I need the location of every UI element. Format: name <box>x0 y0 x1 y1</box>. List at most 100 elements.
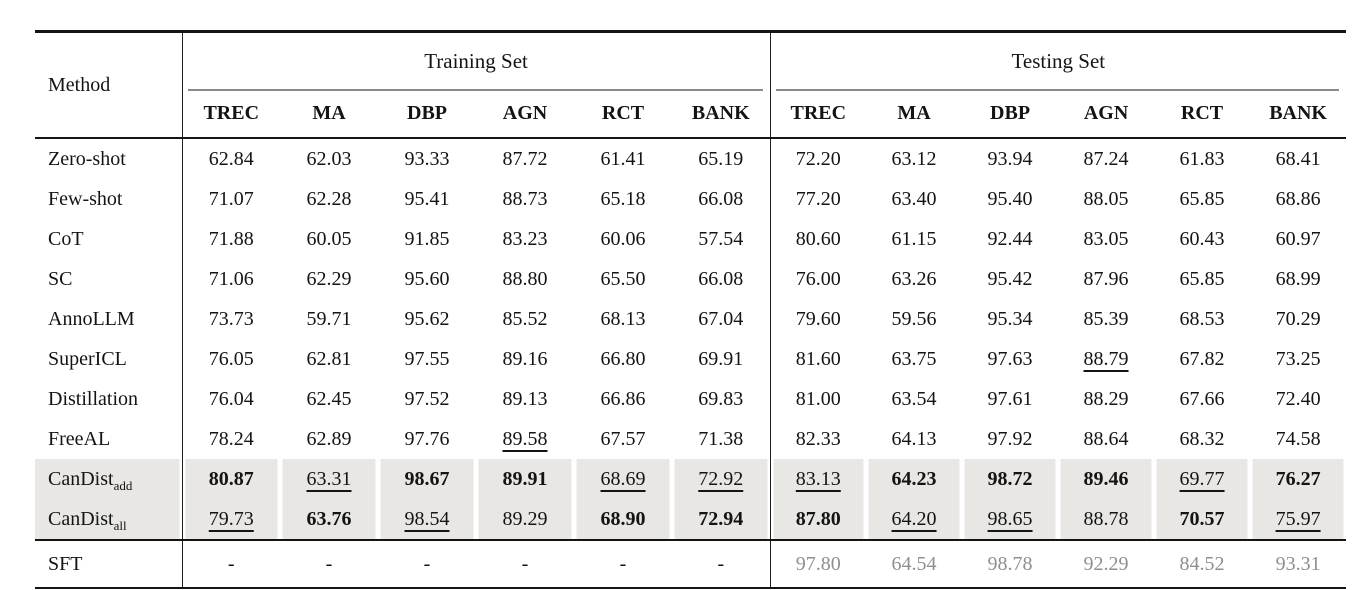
test-value-cell: 76.00 <box>769 259 867 299</box>
table-row: SFT - - - - - -97.80 64.54 98.78 92.29 84.52 93.31 <box>35 539 1347 588</box>
table-row: AnnoLLM 73.73 59.71 95.62 85.52 68.13 67.04 79.… <box>35 299 1346 339</box>
method-column-header: Method <box>48 73 111 96</box>
train-value-cell: - <box>280 539 378 588</box>
train-value-cell: 71.88 <box>181 219 280 259</box>
group-header-row: Method Training Set Testing Set <box>35 31 1347 96</box>
table-row: SuperICL 76.05 62.81 97.55 89.16 66.80 69.91 81… <box>35 339 1346 379</box>
test-value-cell: 95.42 <box>987 267 1033 290</box>
train-col-header-agn: AGN <box>502 102 548 124</box>
test-value-cell: 97.63 <box>987 347 1033 370</box>
test-value-cell: 63.26 <box>891 267 937 290</box>
train-value-cell: 89.16 <box>502 347 548 370</box>
train-value-cell: 66.08 <box>698 267 744 290</box>
test-value-cell: 88.29 <box>1083 387 1129 410</box>
train-value-cell: 76.04 <box>181 379 280 419</box>
test-value-cell: 92.44 <box>987 227 1033 250</box>
train-col-header-ma: MA <box>312 102 346 124</box>
test-value-cell: 88.79 <box>1083 347 1129 370</box>
test-value-cell: 83.05 <box>1083 227 1129 250</box>
test-value-cell: 88.64 <box>1083 427 1129 450</box>
test-value-cell: 64.13 <box>891 427 937 450</box>
train-col-header-rct: RCT <box>601 102 645 124</box>
test-value-cell: 68.99 <box>1275 267 1321 290</box>
test-value-cell: 63.40 <box>891 187 937 210</box>
test-value-cell: 72.20 <box>769 138 867 179</box>
test-col-header-bank: BANK <box>1269 102 1327 124</box>
table-body: Zero-shot 62.84 62.03 93.33 87.72 61.41 65.19 7… <box>35 138 1347 588</box>
test-value-cell: 97.92 <box>987 427 1033 450</box>
test-value-cell: 70.29 <box>1275 307 1321 330</box>
train-value-cell: 71.06 <box>181 259 280 299</box>
train-value-cell: 87.72 <box>502 147 548 170</box>
train-value-cell: 68.69 <box>574 459 672 499</box>
test-value-cell: 88.78 <box>1058 499 1155 540</box>
test-value-cell: 77.20 <box>769 179 867 219</box>
test-value-cell: 68.32 <box>1179 427 1225 450</box>
train-value-cell: 66.80 <box>600 347 646 370</box>
train-value-cell: 98.67 <box>378 459 476 499</box>
test-value-cell: 85.39 <box>1083 307 1129 330</box>
train-value-cell: 78.24 <box>181 419 280 459</box>
train-value-cell: 97.55 <box>404 347 450 370</box>
train-value-cell: 93.33 <box>404 147 450 170</box>
table-row: SC 71.06 62.29 95.60 88.80 65.50 66.08 76.00 63.… <box>35 259 1346 299</box>
train-value-cell: 62.28 <box>306 187 352 210</box>
table-row-highlight: CanDistall 79.73 63.76 98.54 89.29 68.90 72.94… <box>35 499 1347 540</box>
train-value-cell: 97.52 <box>404 387 450 410</box>
test-value-cell: 98.78 <box>962 539 1059 588</box>
train-col-header-trec: TREC <box>181 90 280 138</box>
train-value-cell: 63.31 <box>280 459 378 499</box>
method-cell: SC <box>48 267 73 290</box>
train-value-cell: 73.73 <box>181 299 280 339</box>
train-value-cell: 59.71 <box>306 307 352 330</box>
test-value-cell: 65.85 <box>1179 267 1225 290</box>
test-value-cell: 80.60 <box>769 219 867 259</box>
train-value-cell: 71.07 <box>181 179 280 219</box>
train-value-cell: 91.85 <box>404 227 450 250</box>
train-value-cell: - <box>574 539 672 588</box>
train-value-cell: 62.03 <box>306 147 352 170</box>
test-col-header-ma: MA <box>897 102 931 124</box>
train-value-cell: 68.90 <box>574 499 672 540</box>
train-value-cell: 62.81 <box>306 347 352 370</box>
train-value-cell: 89.13 <box>502 387 548 410</box>
train-value-cell: 95.62 <box>404 307 450 330</box>
test-value-cell: 68.53 <box>1179 307 1225 330</box>
column-header-row: TREC MA DBP AGN RCT BANK TREC MA DBP AGN… <box>35 90 1347 138</box>
test-value-cell: 92.29 <box>1058 539 1155 588</box>
test-value-cell: 95.34 <box>987 307 1033 330</box>
train-value-cell: 60.05 <box>306 227 352 250</box>
test-value-cell: 60.43 <box>1179 227 1225 250</box>
table-row: Distillation 76.04 62.45 97.52 89.13 66.86 69.… <box>35 379 1346 419</box>
test-value-cell: 63.54 <box>891 387 937 410</box>
method-cell: CoT <box>48 227 84 250</box>
training-set-group-header: Training Set <box>181 31 771 90</box>
test-value-cell: 64.54 <box>866 539 963 588</box>
test-value-cell: 68.86 <box>1275 187 1321 210</box>
train-value-cell: 69.83 <box>698 387 744 410</box>
train-value-cell: 67.04 <box>698 307 744 330</box>
table-row: Zero-shot 62.84 62.03 93.33 87.72 61.41 65.19 7… <box>35 138 1346 179</box>
method-cell: Distillation <box>48 387 138 410</box>
train-value-cell: 76.05 <box>181 339 280 379</box>
train-value-cell: 97.76 <box>404 427 450 450</box>
method-cell: SuperICL <box>48 347 127 370</box>
test-value-cell: 67.82 <box>1179 347 1225 370</box>
train-value-cell: 98.54 <box>378 499 476 540</box>
test-value-cell: 93.94 <box>987 147 1033 170</box>
test-value-cell: 75.97 <box>1250 499 1347 540</box>
method-subscript: all <box>113 517 127 533</box>
train-value-cell: 61.41 <box>600 147 646 170</box>
test-value-cell: 76.27 <box>1250 459 1347 499</box>
method-cell: Zero-shot <box>48 147 126 170</box>
train-value-cell: 65.18 <box>600 187 646 210</box>
train-value-cell: 66.86 <box>600 387 646 410</box>
test-value-cell: 97.80 <box>769 539 867 588</box>
train-value-cell: 80.87 <box>181 459 280 499</box>
test-value-cell: 64.20 <box>866 499 963 540</box>
test-value-cell: 84.52 <box>1154 539 1251 588</box>
test-value-cell: 61.83 <box>1179 147 1225 170</box>
train-value-cell: 68.13 <box>600 307 646 330</box>
train-value-cell: 63.76 <box>280 499 378 540</box>
